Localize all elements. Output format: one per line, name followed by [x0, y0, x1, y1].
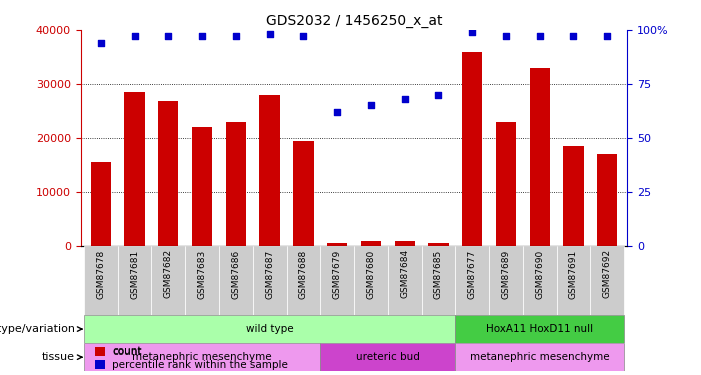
Bar: [219, 246, 253, 315]
Bar: [597, 154, 618, 246]
Point: [399, 96, 410, 102]
Text: HoxA11 HoxD11 null: HoxA11 HoxD11 null: [486, 324, 593, 334]
Bar: [95, 347, 105, 356]
Bar: [557, 246, 590, 315]
Bar: [90, 162, 111, 246]
Text: GSM87690: GSM87690: [535, 249, 544, 298]
Bar: [564, 146, 583, 246]
Bar: [84, 246, 118, 315]
Point: [501, 33, 512, 39]
Bar: [259, 95, 280, 246]
Bar: [95, 360, 105, 369]
Text: GSM87688: GSM87688: [299, 249, 308, 298]
Bar: [496, 122, 516, 246]
Bar: [421, 246, 455, 315]
Bar: [320, 246, 354, 315]
Text: GSM87689: GSM87689: [501, 249, 510, 298]
Point: [365, 102, 376, 108]
Text: GSM87680: GSM87680: [367, 249, 375, 298]
Text: GSM87678: GSM87678: [96, 249, 105, 298]
Bar: [151, 246, 185, 315]
Text: count: count: [112, 346, 142, 357]
Text: GSM87682: GSM87682: [164, 249, 173, 298]
Point: [467, 29, 478, 35]
Bar: [287, 246, 320, 315]
Text: GSM87677: GSM87677: [468, 249, 477, 298]
Text: metanephric mesenchyme: metanephric mesenchyme: [470, 352, 609, 362]
Bar: [84, 343, 320, 371]
Bar: [455, 246, 489, 315]
Text: GSM87686: GSM87686: [231, 249, 240, 298]
Bar: [428, 243, 449, 246]
Bar: [395, 241, 415, 246]
Point: [163, 33, 174, 39]
Text: tissue: tissue: [42, 352, 75, 362]
Bar: [529, 68, 550, 246]
Bar: [327, 243, 347, 246]
Bar: [590, 246, 624, 315]
Point: [95, 40, 107, 46]
Text: GSM87684: GSM87684: [400, 249, 409, 298]
Text: GSM87679: GSM87679: [333, 249, 341, 298]
Point: [534, 33, 545, 39]
Bar: [462, 52, 482, 246]
Bar: [84, 315, 455, 343]
Bar: [293, 141, 313, 246]
Text: percentile rank within the sample: percentile rank within the sample: [112, 360, 288, 370]
Text: ureteric bud: ureteric bud: [356, 352, 420, 362]
Bar: [354, 246, 388, 315]
Text: GSM87692: GSM87692: [603, 249, 612, 298]
Point: [332, 109, 343, 115]
Text: count: count: [112, 346, 142, 355]
Bar: [388, 246, 421, 315]
Point: [129, 33, 140, 39]
Text: wild type: wild type: [246, 324, 294, 334]
Bar: [253, 246, 287, 315]
Bar: [455, 343, 624, 371]
Text: GSM87681: GSM87681: [130, 249, 139, 298]
Point: [568, 33, 579, 39]
Bar: [192, 127, 212, 246]
Bar: [118, 246, 151, 315]
Text: GSM87691: GSM87691: [569, 249, 578, 298]
Point: [196, 33, 207, 39]
Text: GSM87687: GSM87687: [265, 249, 274, 298]
Bar: [320, 343, 455, 371]
Text: genotype/variation: genotype/variation: [0, 324, 75, 334]
Title: GDS2032 / 1456250_x_at: GDS2032 / 1456250_x_at: [266, 13, 442, 28]
Bar: [489, 246, 523, 315]
Bar: [185, 246, 219, 315]
Text: GSM87683: GSM87683: [198, 249, 207, 298]
Text: GSM87685: GSM87685: [434, 249, 443, 298]
Point: [601, 33, 613, 39]
Bar: [125, 92, 144, 246]
Point: [264, 32, 275, 38]
Point: [433, 92, 444, 98]
Point: [298, 33, 309, 39]
Text: metanephric mesenchyme: metanephric mesenchyme: [132, 352, 272, 362]
Bar: [361, 242, 381, 246]
Bar: [226, 122, 246, 246]
Bar: [455, 315, 624, 343]
Bar: [523, 246, 557, 315]
Point: [230, 33, 241, 39]
Bar: [158, 101, 179, 246]
